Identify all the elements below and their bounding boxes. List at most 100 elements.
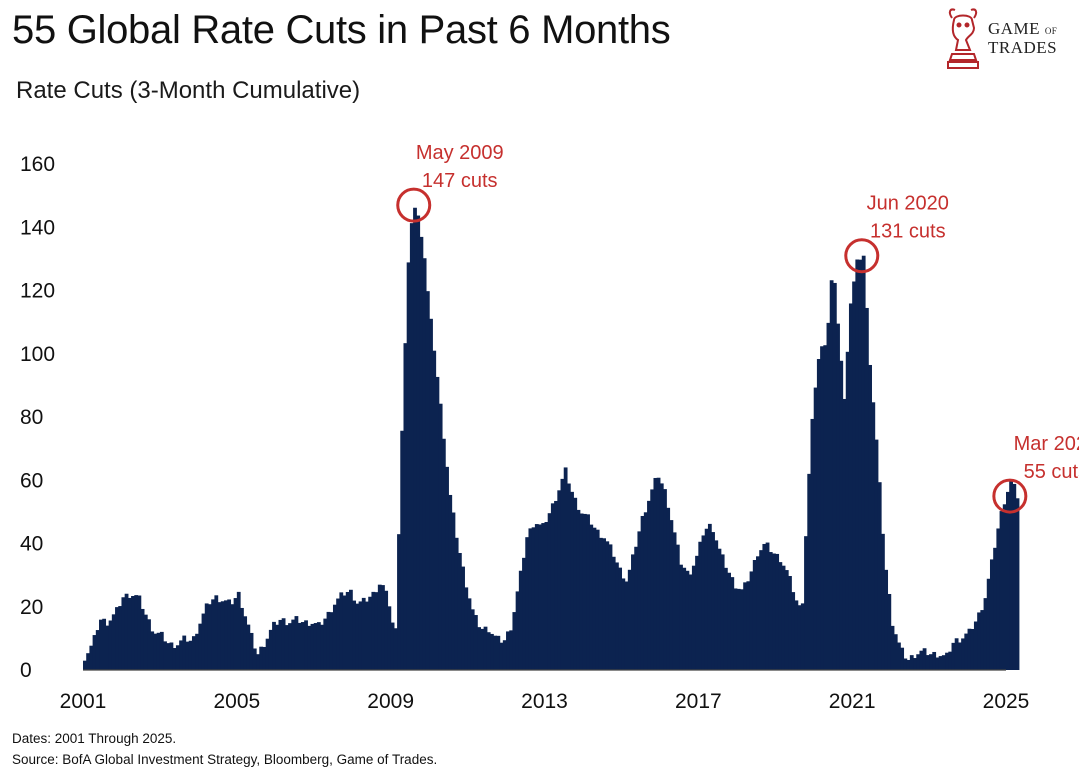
- bar: [512, 612, 517, 670]
- bar: [615, 562, 619, 670]
- bar: [864, 307, 869, 670]
- bar: [220, 601, 225, 670]
- bar: [640, 515, 645, 670]
- bar: [666, 507, 671, 670]
- bar: [717, 548, 722, 670]
- bar: [291, 619, 296, 670]
- bar: [464, 587, 469, 670]
- bar: [858, 259, 863, 670]
- bar: [115, 607, 119, 670]
- bar: [355, 603, 360, 670]
- bar: [480, 628, 485, 670]
- bar: [980, 610, 985, 670]
- bar: [682, 567, 687, 670]
- bar: [756, 556, 760, 670]
- bar: [365, 601, 369, 670]
- bar: [127, 597, 132, 670]
- bar: [675, 544, 680, 670]
- bar: [970, 628, 975, 670]
- y-axis: 0 20 40 60 80 100 120 140 160: [20, 153, 55, 682]
- bar: [185, 641, 190, 670]
- footer-source: Source: BofA Global Investment Strategy,…: [12, 752, 438, 767]
- bar: [323, 618, 328, 670]
- bar: [166, 643, 171, 670]
- bar: [800, 603, 805, 670]
- bar: [762, 543, 767, 670]
- bar: [230, 604, 235, 670]
- bar: [941, 655, 946, 670]
- bar: [954, 638, 959, 670]
- bar: [720, 554, 725, 670]
- bar: [435, 376, 440, 670]
- bar: [845, 351, 850, 670]
- x-tick-label: 2005: [213, 690, 260, 713]
- bar: [531, 527, 536, 670]
- bar: [153, 633, 158, 670]
- bar: [86, 653, 90, 670]
- bar: [871, 402, 876, 670]
- bar: [326, 611, 331, 670]
- bar: [711, 532, 715, 670]
- y-tick-label: 80: [20, 406, 43, 429]
- bar: [89, 645, 94, 670]
- bar: [413, 207, 417, 670]
- bar: [794, 600, 799, 670]
- bar: [374, 592, 379, 670]
- bar: [855, 259, 860, 670]
- bar: [92, 635, 97, 670]
- bar: [877, 482, 882, 670]
- bar: [1015, 498, 1020, 670]
- bar: [948, 651, 953, 670]
- annotation-value: 55 cuts: [1024, 461, 1079, 483]
- bar: [547, 513, 552, 670]
- bar: [759, 550, 764, 670]
- bar: [810, 418, 815, 670]
- bar: [224, 600, 228, 670]
- bar: [249, 632, 254, 670]
- bar: [595, 529, 600, 670]
- bar: [749, 571, 754, 670]
- bar: [550, 503, 555, 670]
- bar: [1002, 504, 1007, 670]
- bar: [243, 616, 248, 670]
- y-tick-label: 40: [20, 533, 43, 556]
- chart-title: 55 Global Rate Cuts in Past 6 Months: [12, 8, 671, 52]
- bar: [752, 560, 757, 670]
- bar: [659, 483, 664, 670]
- bar: [502, 640, 507, 670]
- bar: [297, 622, 302, 670]
- bar: [1009, 480, 1013, 670]
- bar: [897, 642, 901, 670]
- bar: [316, 622, 321, 670]
- bar: [102, 618, 107, 670]
- bar: [820, 346, 824, 670]
- bar: [1006, 491, 1010, 670]
- bar: [268, 629, 273, 670]
- bar: [108, 620, 113, 670]
- bar: [156, 632, 161, 670]
- bar: [147, 619, 151, 670]
- bar: [714, 540, 719, 670]
- bar: [150, 631, 155, 670]
- bar: [506, 631, 510, 670]
- y-tick-label: 20: [20, 596, 43, 619]
- bar: [214, 595, 219, 670]
- bar: [461, 566, 465, 670]
- x-tick-label: 2001: [60, 690, 107, 713]
- bar: [448, 494, 453, 670]
- bar: [816, 359, 821, 670]
- bar: [663, 489, 667, 670]
- bar: [163, 641, 167, 670]
- bar: [284, 625, 289, 670]
- bar: [772, 553, 776, 670]
- bar: [454, 537, 459, 670]
- bar: [105, 625, 110, 670]
- bar: [198, 623, 203, 670]
- bar: [929, 654, 933, 670]
- bar: [993, 547, 997, 670]
- bar: [797, 605, 802, 670]
- bar: [832, 282, 837, 670]
- bar: [945, 652, 949, 670]
- bar: [111, 614, 116, 670]
